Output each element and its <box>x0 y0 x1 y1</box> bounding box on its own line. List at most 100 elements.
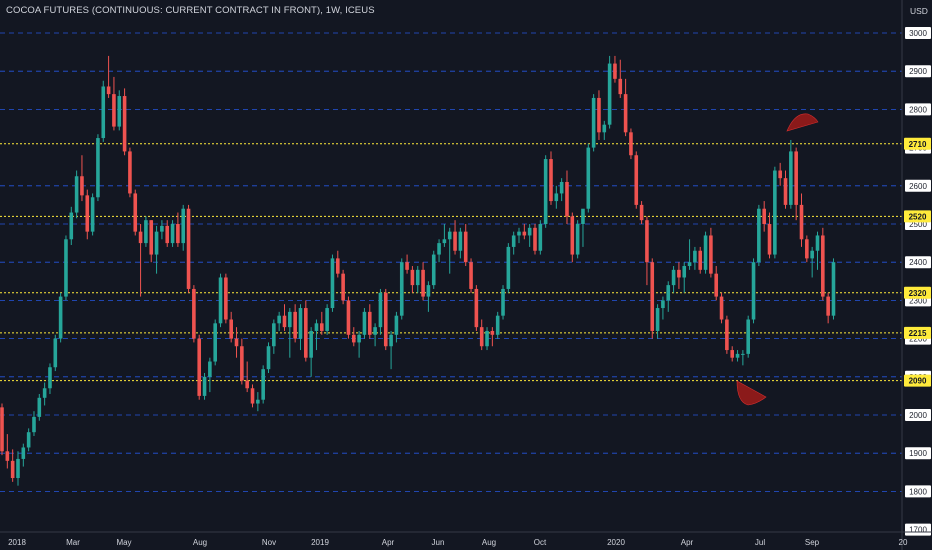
candle-body <box>10 460 15 479</box>
candle <box>218 273 223 328</box>
level-badge-2090[interactable]: 2090 <box>909 377 927 386</box>
candle <box>330 254 335 312</box>
level-badge-2710[interactable]: 2710 <box>909 140 927 149</box>
time-tick-apr: Apr <box>382 538 395 547</box>
candle-body <box>112 94 116 127</box>
candle <box>410 266 415 293</box>
chart-title: COCOA FUTURES (CONTINUOUS: CURRENT CONTR… <box>6 5 375 16</box>
candle <box>757 204 761 267</box>
upper-arc-shape[interactable] <box>786 113 819 132</box>
time-tick-20: 20 <box>899 538 908 547</box>
candle <box>192 285 196 343</box>
candle-body <box>815 235 820 251</box>
candle <box>256 392 260 412</box>
candle-body <box>602 124 607 133</box>
candle-body <box>293 311 297 339</box>
candle-body <box>351 334 356 343</box>
candle <box>559 178 564 202</box>
candle <box>32 411 36 437</box>
candle <box>495 311 500 339</box>
candle <box>144 216 148 247</box>
candle-body <box>719 296 724 320</box>
candle <box>613 55 617 83</box>
candle-body <box>517 231 521 236</box>
candle-body <box>64 239 68 297</box>
level-badge-2215[interactable]: 2215 <box>909 329 927 338</box>
candle-body <box>282 315 287 328</box>
candle <box>725 315 729 354</box>
candle <box>90 193 95 236</box>
candle-body <box>0 407 4 452</box>
candle <box>26 428 31 452</box>
candle-body <box>613 63 617 79</box>
candle <box>399 258 404 320</box>
candle-body <box>266 346 271 370</box>
candle <box>48 363 52 394</box>
candle <box>351 327 356 347</box>
candle <box>453 220 457 255</box>
candle-body <box>543 159 548 224</box>
time-tick-2019: 2019 <box>311 538 329 547</box>
candle <box>773 166 777 259</box>
candle-body <box>442 239 447 244</box>
candle-body <box>773 170 777 255</box>
candle-body <box>789 151 793 205</box>
candle <box>80 155 84 202</box>
candle-body <box>378 292 383 328</box>
level-badge-box-2320[interactable] <box>904 286 931 299</box>
candle <box>314 319 319 351</box>
candle <box>69 206 74 246</box>
candle <box>394 311 399 343</box>
candle-body <box>741 353 745 355</box>
candle <box>570 212 575 263</box>
time-tick-mar: Mar <box>66 538 80 547</box>
candle-body <box>362 311 367 335</box>
level-badge-2520[interactable]: 2520 <box>909 212 927 221</box>
candle <box>229 311 233 343</box>
candle <box>112 76 116 131</box>
candle-body <box>58 296 63 339</box>
candle-body <box>645 220 649 263</box>
candle <box>335 250 340 278</box>
candle-body <box>730 350 735 358</box>
candle-body <box>53 338 58 368</box>
candle-body <box>725 319 729 351</box>
candle-body <box>426 285 431 297</box>
level-badge-box-2520[interactable] <box>904 210 931 223</box>
candle <box>821 227 825 301</box>
candle <box>831 258 836 320</box>
candle <box>277 311 281 331</box>
price-tick-2200: 2200 <box>909 335 927 344</box>
candle <box>549 151 553 205</box>
level-badge-box-2090[interactable] <box>904 374 931 387</box>
lower-arc-shape[interactable] <box>736 380 767 406</box>
candle <box>826 292 830 324</box>
candle-body <box>634 155 639 205</box>
level-badge-box-2710[interactable] <box>904 137 931 150</box>
candle-body <box>533 227 537 251</box>
candle <box>122 88 127 156</box>
candle-body <box>474 288 479 328</box>
candle <box>138 224 143 297</box>
candle <box>250 384 255 408</box>
candle <box>261 365 265 404</box>
price-tick-box-2600 <box>905 179 931 192</box>
candle-body <box>757 208 761 263</box>
candle-body <box>383 292 388 347</box>
level-badge-box-2215[interactable] <box>904 326 931 339</box>
price-tick-box-2000 <box>905 409 931 421</box>
candle-body <box>26 432 31 448</box>
time-axis[interactable]: 2018 Mar May Aug Nov 2019 Apr Jun Aug Oct 2020 Apr J… <box>0 531 932 547</box>
candle-body <box>186 208 191 289</box>
candle <box>751 258 756 324</box>
candle <box>85 189 90 240</box>
candle <box>389 330 393 370</box>
candle-body <box>826 296 830 316</box>
candle <box>37 393 42 421</box>
drawn-shapes[interactable] <box>736 113 819 406</box>
level-badge-2320[interactable]: 2320 <box>909 289 927 298</box>
time-tick-oct: Oct <box>534 538 547 547</box>
price-axis[interactable]: 1700180019002000210022002300240025002600… <box>901 0 932 550</box>
candle-body <box>298 308 303 339</box>
